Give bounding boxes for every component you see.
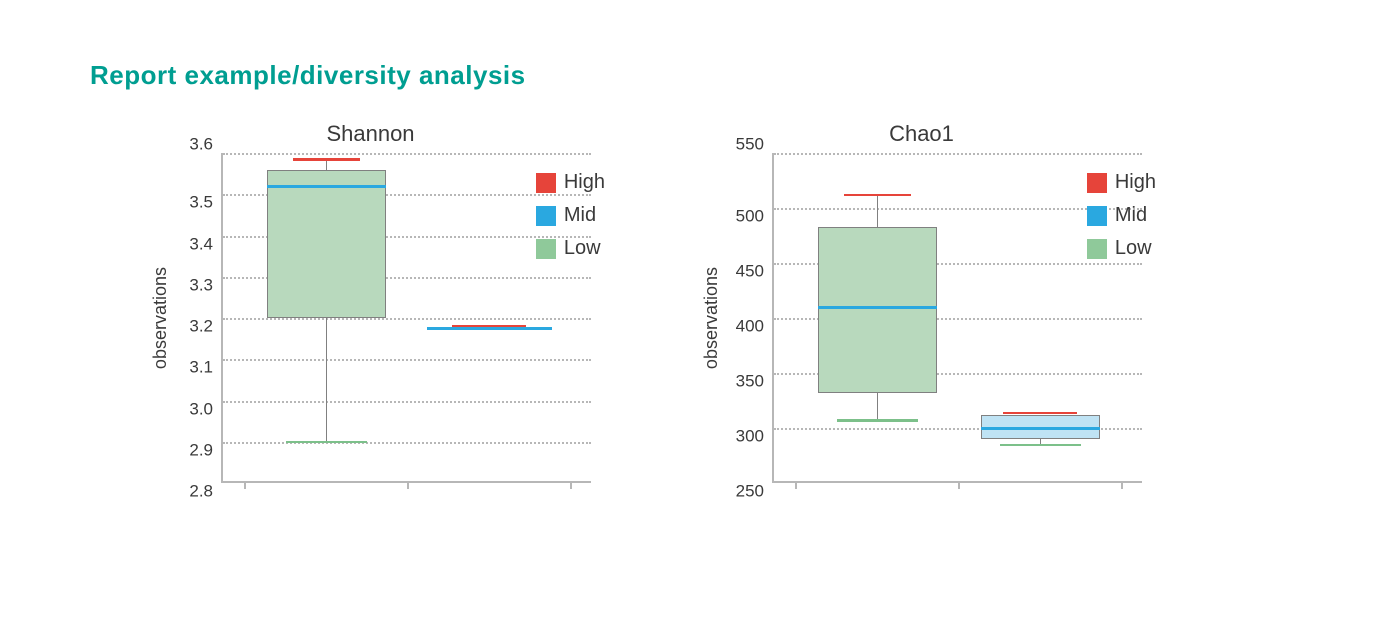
y-tick: 450: [736, 263, 764, 280]
plot-area: HighMidLow: [772, 153, 1142, 483]
legend-item: Low: [1087, 237, 1156, 260]
boxplot-median: [818, 306, 936, 309]
x-tick: [1121, 481, 1123, 489]
whisker-line: [326, 159, 328, 169]
y-tick: 3.2: [189, 318, 213, 335]
boxplot-box: [267, 170, 385, 319]
x-tick: [795, 481, 797, 489]
whisker-line: [877, 195, 879, 227]
flat-mark: [427, 327, 553, 330]
x-tick: [958, 481, 960, 489]
y-tick: 500: [736, 208, 764, 225]
legend-label: Mid: [1115, 204, 1147, 227]
y-tick: 350: [736, 373, 764, 390]
gridline: [223, 401, 591, 403]
legend: High Mid Low: [1087, 171, 1156, 260]
legend-label: High: [564, 171, 605, 194]
whisker-line: [326, 318, 328, 442]
legend-item: Mid: [536, 204, 605, 227]
gridline: [774, 153, 1142, 155]
plot-wrap: observations3.63.53.43.33.23.13.02.92.8H…: [150, 153, 591, 483]
y-axis-label: observations: [150, 267, 171, 369]
charts-row: Shannon observations 3.6 3.5 3.4 3.3 3.2 3.1 3.0…: [150, 121, 1310, 483]
legend-swatch: [1087, 206, 1107, 226]
y-tick: 3.3: [189, 276, 213, 293]
y-tick: 2.8: [189, 483, 213, 500]
legend-item: High: [1087, 171, 1156, 194]
gridline: [223, 359, 591, 361]
legend-swatch: [1087, 173, 1107, 193]
legend-label: Low: [1115, 237, 1152, 260]
chart-shannon: Shannon observations 3.6 3.5 3.4 3.3 3.2 3.1 3.0…: [150, 121, 591, 483]
gridline: [223, 318, 591, 320]
y-tick: 300: [736, 428, 764, 445]
chart-chao1: Chao1observations550500450400350300250Hi…: [701, 121, 1142, 483]
y-tick: 3.5: [189, 194, 213, 211]
top-mark: [1003, 412, 1077, 415]
legend-swatch: [536, 206, 556, 226]
chart-title: Shannon: [150, 121, 591, 147]
y-tick: 250: [736, 483, 764, 500]
y-axis-label: observations: [701, 267, 722, 369]
whisker-cap-low: [837, 419, 918, 422]
y-ticks: 3.63.53.43.33.23.13.02.92.8: [175, 153, 221, 483]
y-tick: 3.1: [189, 359, 213, 376]
gridline: [223, 442, 591, 444]
top-mark: [844, 194, 911, 197]
legend: High Mid Low: [536, 171, 605, 260]
boxplot-median: [267, 185, 385, 188]
whisker-cap-low: [1000, 444, 1081, 447]
y-tick: 2.9: [189, 441, 213, 458]
plot-wrap: observations550500450400350300250HighMid…: [701, 153, 1142, 483]
plot-area: HighMidLow: [221, 153, 591, 483]
legend-label: Mid: [564, 204, 596, 227]
legend-label: Low: [564, 237, 601, 260]
y-tick: 3.0: [189, 400, 213, 417]
boxplot-box: [818, 227, 936, 393]
x-tick: [570, 481, 572, 489]
chart-title: Chao1: [701, 121, 1142, 147]
whisker-line: [877, 393, 879, 421]
y-tick: 3.4: [189, 235, 213, 252]
page-title: Report example/diversity analysis: [90, 60, 1310, 91]
top-mark: [293, 158, 360, 161]
legend-item: Low: [536, 237, 605, 260]
legend-swatch: [536, 173, 556, 193]
whisker-cap-low: [286, 441, 367, 444]
gridline: [223, 153, 591, 155]
y-tick: 3.6: [189, 136, 213, 153]
legend-label: High: [1115, 171, 1156, 194]
x-tick: [407, 481, 409, 489]
legend-item: Mid: [1087, 204, 1156, 227]
x-tick: [244, 481, 246, 489]
page: Report example/diversity analysis Shanno…: [0, 0, 1400, 640]
legend-item: High: [536, 171, 605, 194]
boxplot-median: [981, 427, 1099, 430]
legend-swatch: [1087, 239, 1107, 259]
legend-swatch: [536, 239, 556, 259]
y-tick: 550: [736, 136, 764, 153]
y-tick: 400: [736, 318, 764, 335]
y-ticks: 550500450400350300250: [726, 153, 772, 483]
